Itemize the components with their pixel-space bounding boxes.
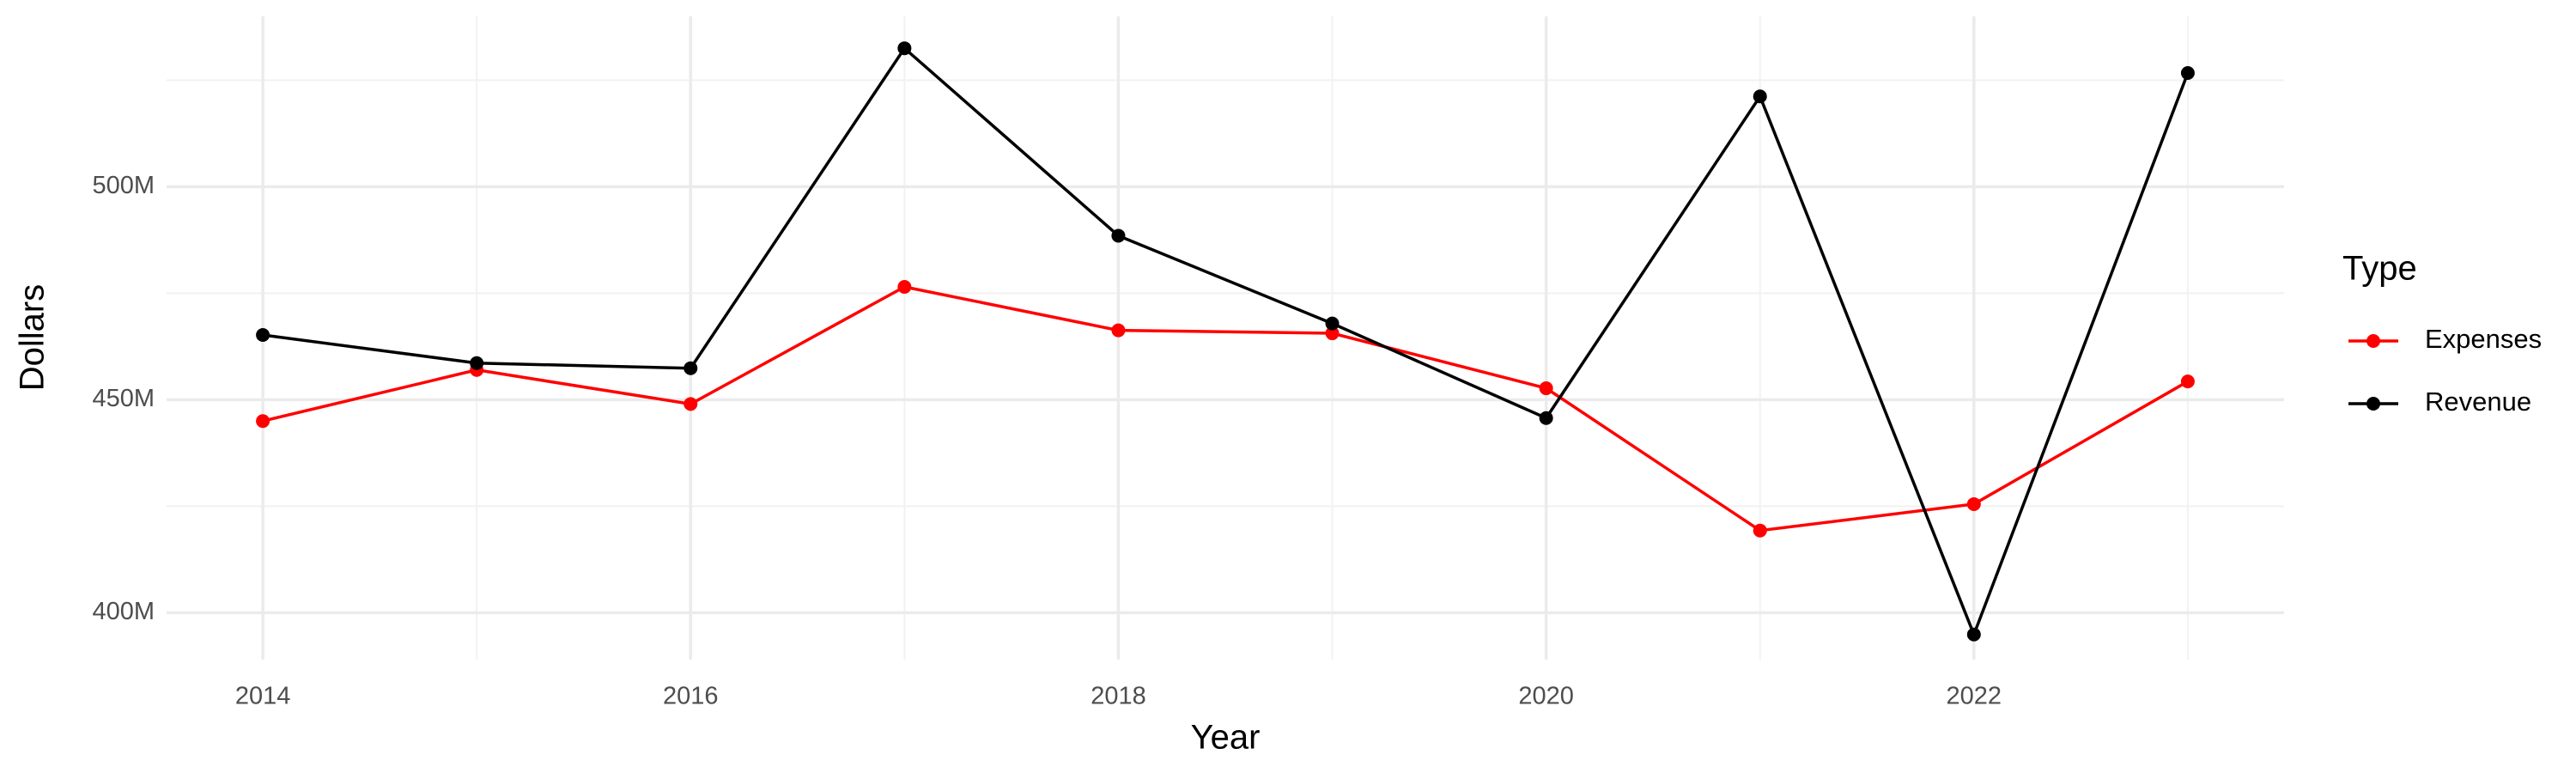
data-point — [470, 356, 484, 370]
y-tick-label: 500M — [92, 172, 155, 199]
data-point — [683, 397, 698, 411]
x-tick-label: 2022 — [1947, 683, 2002, 710]
y-tick-label: 450M — [92, 385, 155, 412]
legend-marker — [2366, 334, 2380, 348]
data-point — [1966, 496, 1981, 511]
data-point — [256, 414, 270, 429]
data-point — [1111, 323, 1126, 338]
legend-marker — [2366, 397, 2380, 411]
legend-label: Expenses — [2425, 324, 2542, 354]
series-line — [262, 285, 2189, 533]
y-axis-title: Dollars — [14, 284, 52, 391]
data-point — [256, 328, 270, 343]
data-point — [897, 41, 912, 56]
data-point — [683, 361, 698, 375]
series-line — [262, 46, 2190, 639]
data-point — [1111, 228, 1126, 243]
x-tick-label: 2014 — [235, 683, 291, 710]
y-tick-label: 400M — [92, 598, 155, 625]
x-axis-title: Year — [1191, 719, 1261, 757]
legend-title: Type — [2342, 250, 2417, 288]
x-tick-label: 2020 — [1518, 683, 1574, 710]
data-point — [897, 279, 912, 294]
legend-label: Revenue — [2425, 386, 2531, 417]
data-point — [1966, 627, 1981, 642]
data-point — [1325, 316, 1340, 331]
data-point — [2180, 374, 2195, 389]
x-tick-label: 2016 — [663, 683, 719, 710]
data-point — [1539, 381, 1553, 396]
x-tick-label: 2018 — [1091, 683, 1146, 710]
data-point — [2180, 65, 2195, 80]
data-point — [1539, 411, 1553, 425]
data-point — [1325, 326, 1340, 341]
grid — [167, 16, 2284, 660]
data-point — [1753, 523, 1767, 538]
data-point — [1753, 89, 1767, 104]
